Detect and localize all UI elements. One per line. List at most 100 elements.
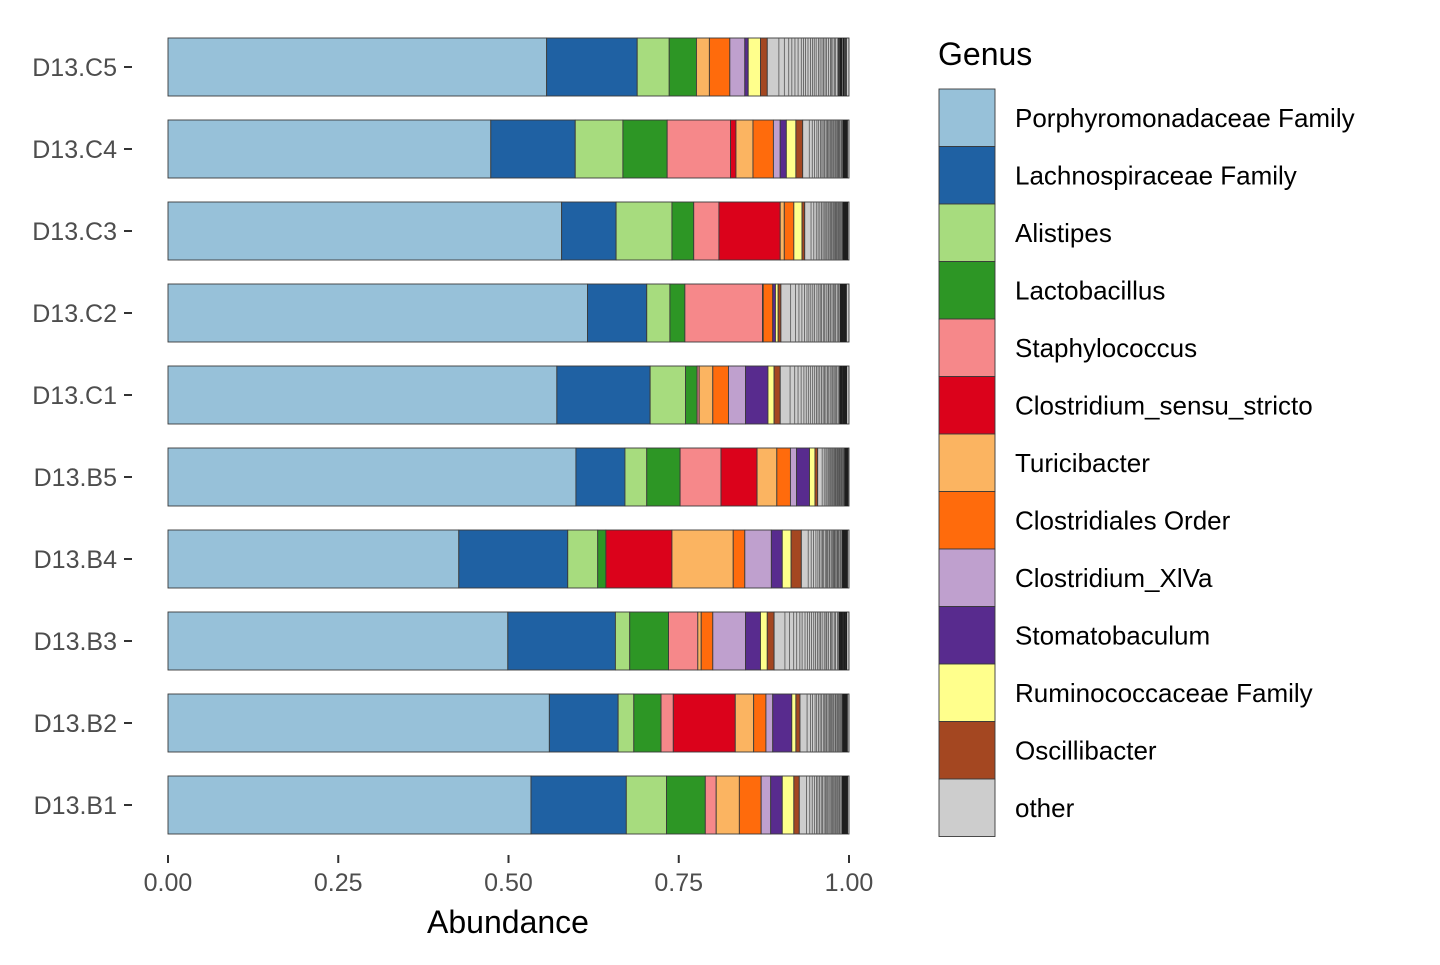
bar-segment [781, 529, 792, 589]
legend-swatch [938, 433, 996, 492]
y-tick-label: D13.C4 [32, 136, 117, 164]
bar-segment [738, 775, 762, 835]
bar-segment [760, 775, 772, 835]
legend-item: Turicibacter [938, 433, 1150, 492]
bar-segment [167, 201, 563, 261]
bar-segment [776, 447, 791, 507]
x-axis-title: Abundance [427, 904, 589, 940]
x-tick-label: 0.00 [144, 869, 193, 897]
bar-segment [696, 37, 710, 97]
bar-segment [756, 447, 778, 507]
x-tick-label: 0.75 [654, 869, 703, 897]
x-tick-label: 1.00 [825, 869, 874, 897]
bar-segment [760, 611, 768, 671]
bar-segment [765, 693, 774, 753]
legend: Genus Porphyromonadaceae Family Lachnospi… [938, 36, 1355, 837]
legend-swatch [938, 663, 996, 722]
bar-segment [556, 365, 651, 425]
x-tick-label: 0.50 [484, 869, 533, 897]
legend-label: Porphyromonadaceae Family [1015, 103, 1355, 133]
bar-segment [708, 37, 731, 97]
legend-swatch [938, 318, 996, 377]
y-axis: D13.C5 D13.C4 D13.C3 D13.C2 D13.C1 D13.B5 D13.… [32, 54, 132, 820]
bar-segment [793, 201, 803, 261]
bar-segment [712, 365, 729, 425]
bar-segment [671, 201, 695, 261]
bar-segment [770, 775, 783, 835]
legend-swatch [938, 491, 996, 550]
bar-segment [167, 283, 588, 343]
bar-segment [795, 119, 804, 179]
bar-segment [625, 775, 667, 835]
bar-segment [605, 529, 673, 589]
bar-group-d13-c2 [167, 283, 850, 343]
bars-layer [167, 37, 850, 835]
bar-segment [669, 283, 686, 343]
bar-segment [660, 693, 674, 753]
bar-segment [567, 529, 599, 589]
bar-group-d13-c4 [167, 119, 850, 179]
bar-segment [629, 611, 669, 671]
bar-segment [666, 119, 731, 179]
bar-segment [744, 37, 749, 97]
legend-item: Porphyromonadaceae Family [938, 88, 1355, 147]
legend-item: Staphylococcus [938, 318, 1197, 377]
legend-item: Clostridium_sensu_stricto [938, 376, 1313, 435]
y-tick-label: D13.C5 [32, 54, 117, 82]
bar-segment [167, 119, 492, 179]
legend-item: Lactobacillus [938, 261, 1165, 320]
legend-label: Clostridium_sensu_stricto [1015, 390, 1313, 420]
bar-segment [785, 119, 797, 179]
bar-segment [772, 119, 781, 179]
bar-segment [167, 529, 460, 589]
legend-label: Turicibacter [1015, 448, 1150, 478]
x-axis: Abundance 0.00 0.25 0.50 0.75 1.00 [144, 855, 874, 940]
legend-item: Alistipes [938, 203, 1112, 262]
bar-group-d13-b3 [167, 611, 850, 671]
bar-segment [796, 447, 810, 507]
bar-segment [790, 529, 802, 589]
bar-segment [753, 693, 767, 753]
bar-segment [666, 775, 706, 835]
y-tick-label: D13.B4 [34, 546, 117, 574]
bar-segment [732, 529, 746, 589]
bar-segment [624, 447, 648, 507]
y-tick-label: D13.B5 [34, 464, 117, 492]
bar-segment [745, 365, 769, 425]
bar-segment [698, 365, 714, 425]
bar-segment [614, 611, 631, 671]
bar-group-d13-b5 [167, 447, 850, 507]
bar-segment [729, 37, 746, 97]
bar-segment [597, 529, 607, 589]
bar-segment [773, 365, 781, 425]
bar-segment [730, 119, 737, 179]
bar-segment [735, 119, 754, 179]
bar-segment [668, 611, 699, 671]
bar-segment [697, 611, 702, 671]
legend-item: Clostridium_XlVa [938, 548, 1213, 607]
bar-segment [728, 365, 746, 425]
legend-swatch [938, 778, 996, 837]
legend-item: Lachnospiraceae Family [938, 146, 1297, 205]
bar-segment [672, 693, 736, 753]
bar-segment [745, 611, 761, 671]
legend-swatch [938, 606, 996, 665]
y-tick-label: D13.C2 [32, 300, 117, 328]
bar-segment [167, 775, 532, 835]
bar-group-d13-b2 [167, 693, 850, 753]
bar-segment [668, 37, 697, 97]
legend-label: Oscillibacter [1015, 735, 1157, 765]
legend-swatch [938, 721, 996, 780]
legend-swatch [938, 548, 996, 607]
legend-swatch [938, 146, 996, 205]
y-tick-label: D13.C1 [32, 382, 117, 410]
bar-group-d13-c1 [167, 365, 850, 425]
bar-segment [646, 283, 671, 343]
bar-group-d13-c3 [167, 201, 850, 261]
bar-segment [789, 447, 798, 507]
bar-segment [671, 529, 734, 589]
bar-segment [791, 693, 797, 753]
bar-segment [458, 529, 569, 589]
bar-segment [744, 529, 772, 589]
bar-segment [767, 365, 775, 425]
